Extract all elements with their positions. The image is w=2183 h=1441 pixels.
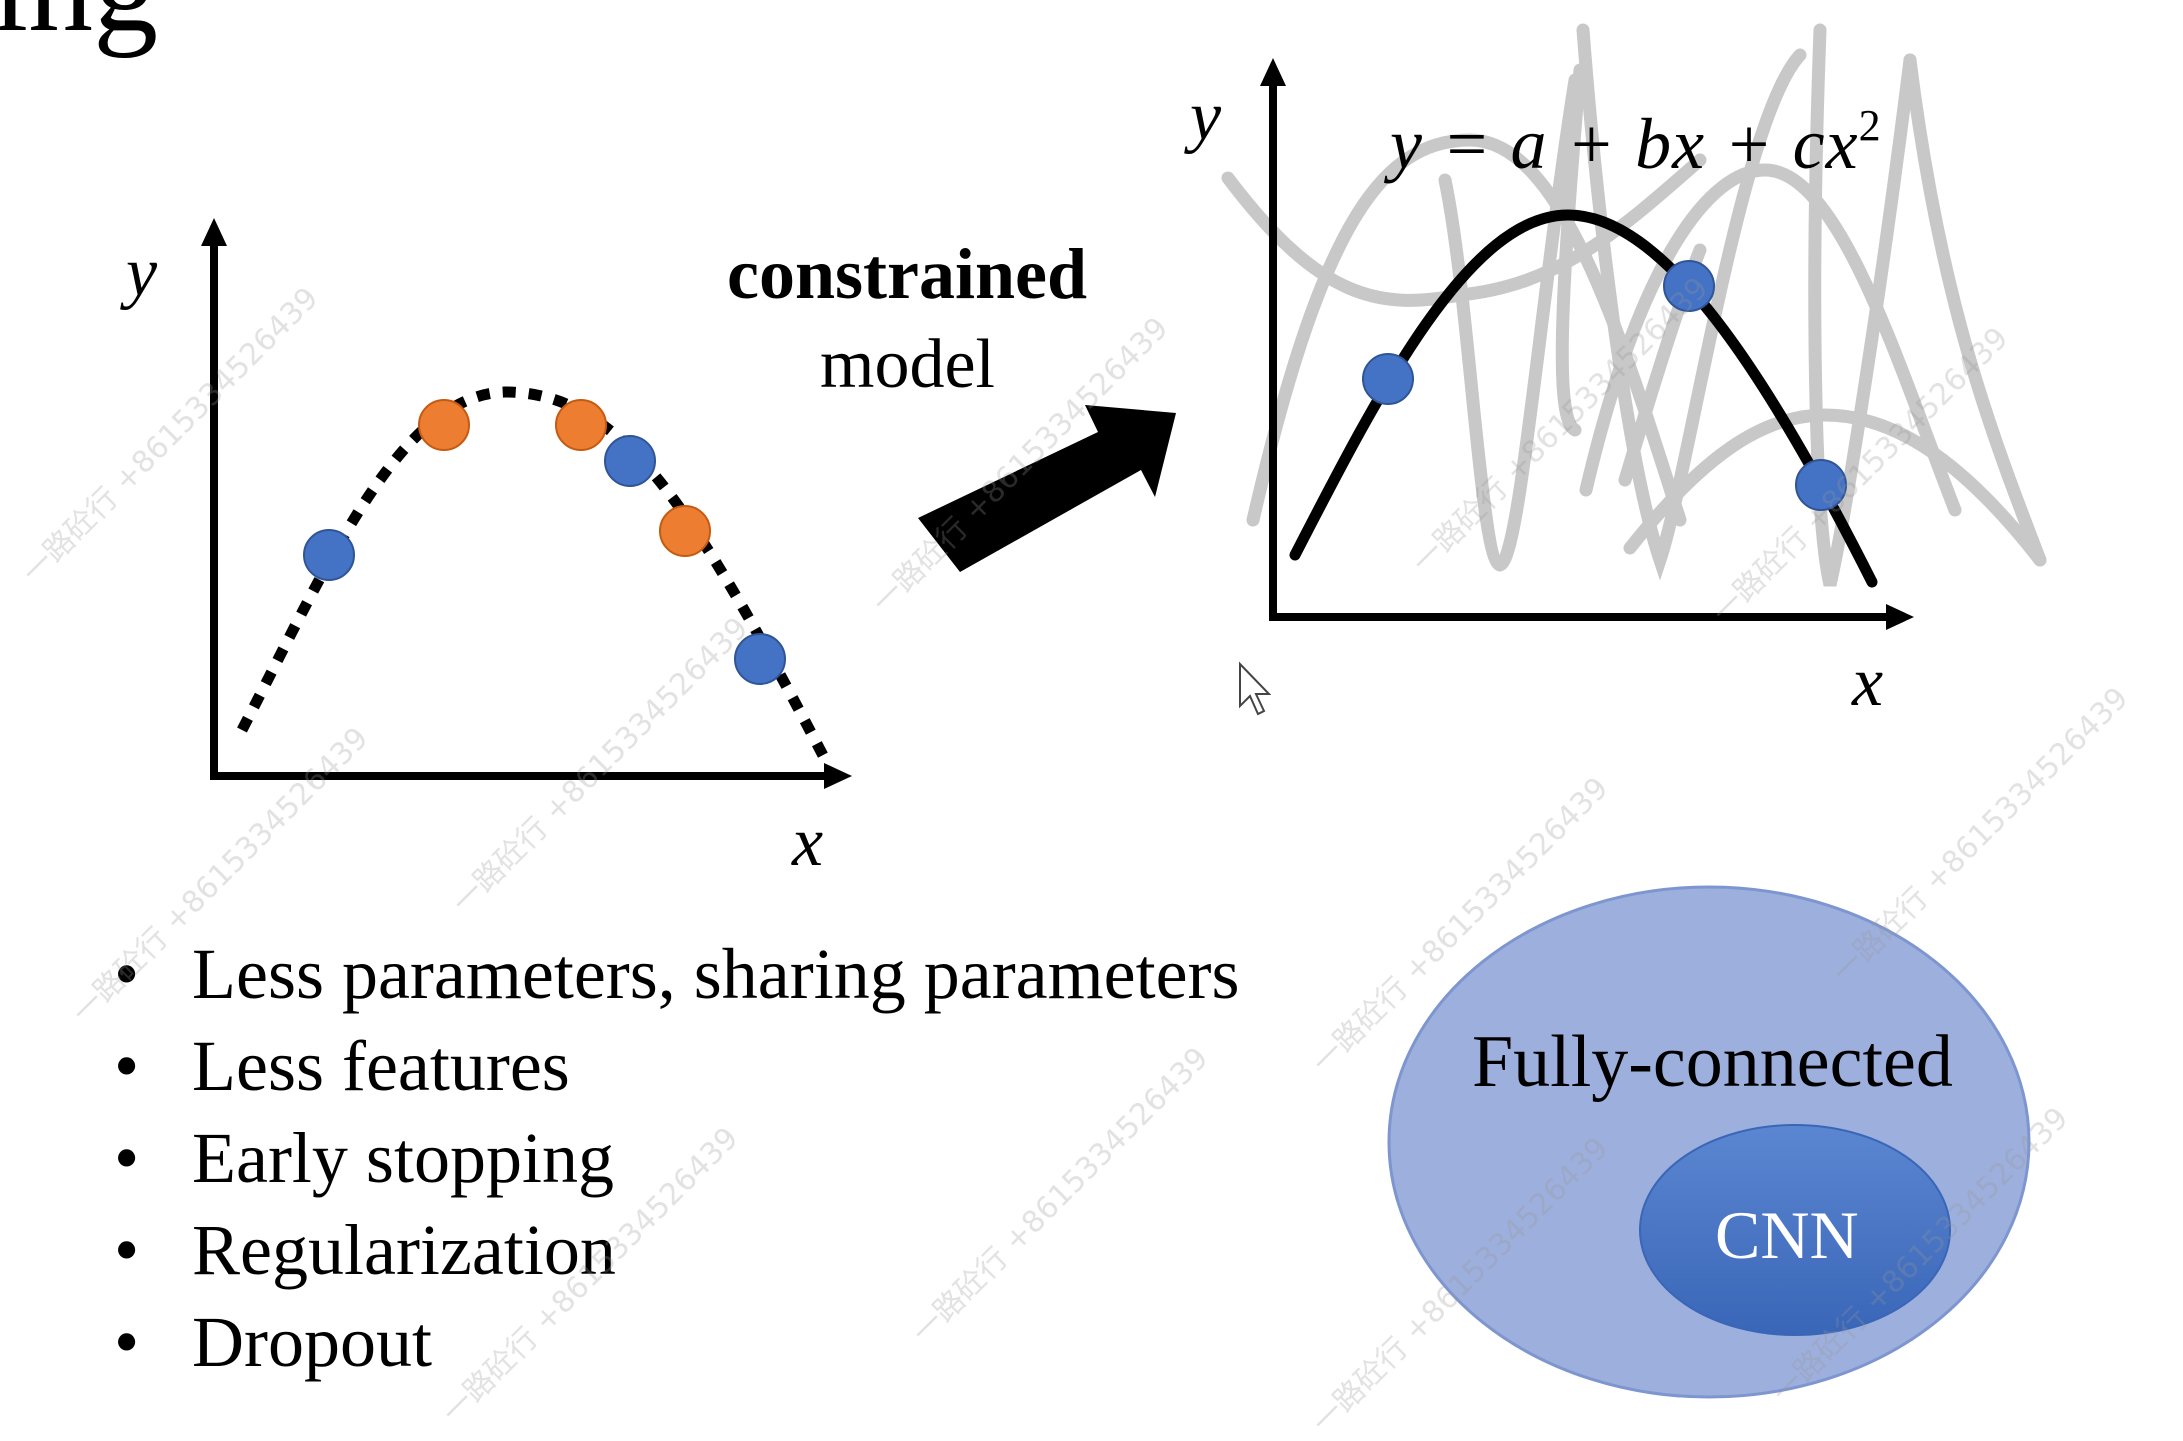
bullet-item: Dropout — [110, 1296, 1240, 1388]
technique-bullet-list: Less parameters, sharing parameters Less… — [110, 928, 1240, 1388]
slide-title-fragment: ing — [0, 0, 158, 52]
bullet-item: Regularization — [110, 1204, 1240, 1296]
right-plot-blue-point — [1663, 260, 1715, 312]
mouse-cursor-icon — [1239, 661, 1272, 716]
right-plot-axes — [1260, 58, 1914, 630]
left-plot-blue-point — [303, 529, 355, 581]
bullet-item: Less parameters, sharing parameters — [110, 928, 1240, 1020]
constrained-model-arrow — [918, 405, 1176, 572]
left-plot-orange-point — [659, 505, 711, 557]
right-plot-blue-point — [1795, 459, 1847, 511]
arrow-caption-constrained: constrained — [727, 234, 1087, 314]
right-plot-gray-curves — [1221, 23, 2047, 587]
right-plot-y-label: y — [1190, 78, 1222, 155]
left-plot-blue-point — [734, 633, 786, 685]
left-plot-orange-point — [555, 399, 607, 451]
venn-outer-label: Fully-connected — [1472, 1021, 1953, 1103]
venn-inner-label: CNN — [1715, 1197, 1859, 1273]
arrow-caption-model: model — [820, 326, 995, 403]
left-plot-y-label: y — [126, 234, 158, 311]
left-plot-x-label: x — [792, 804, 824, 881]
left-plot-orange-point — [418, 399, 470, 451]
bullet-item: Early stopping — [110, 1112, 1240, 1204]
left-plot-axes — [201, 218, 852, 789]
quadratic-equation: y = a + bx + cx2 — [1390, 104, 1882, 181]
quadratic-equation-exponent: 2 — [1858, 101, 1882, 150]
venn-inner-cnn — [1639, 1124, 1951, 1336]
quadratic-equation-body: y = a + bx + cx — [1390, 104, 1859, 184]
right-plot-x-label: x — [1852, 644, 1884, 721]
left-plot-blue-point — [604, 435, 656, 487]
bullet-item: Less features — [110, 1020, 1240, 1112]
right-plot-blue-point — [1362, 353, 1414, 405]
